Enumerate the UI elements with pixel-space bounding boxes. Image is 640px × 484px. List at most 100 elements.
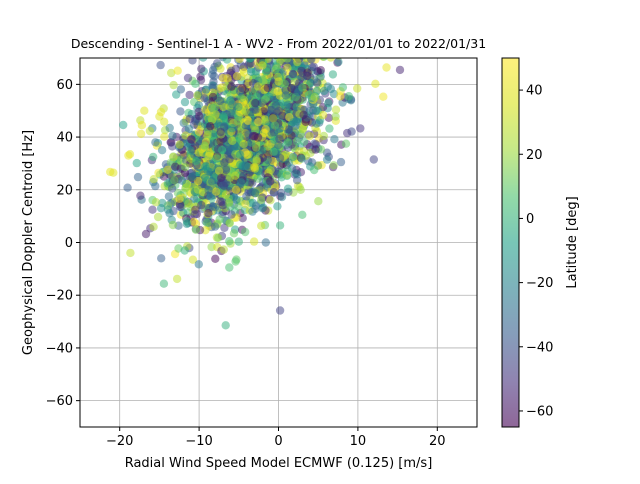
- scatter-point: [193, 185, 202, 194]
- scatter-point: [269, 147, 278, 156]
- scatter-point: [220, 158, 229, 167]
- scatter-point: [318, 110, 328, 120]
- scatter-point: [209, 139, 218, 148]
- scatter-point: [212, 187, 221, 196]
- scatter-point: [293, 58, 302, 67]
- scatter-point: [241, 227, 250, 237]
- y-tick-label: −60: [46, 394, 73, 409]
- scatter-point: [198, 58, 208, 62]
- y-tick-label: 0: [65, 236, 73, 251]
- scatter-point: [217, 145, 227, 155]
- scatter-point: [320, 86, 329, 96]
- scatter-point: [221, 190, 231, 199]
- scatter-point: [282, 58, 292, 63]
- colorbar-tick-label: 20: [526, 148, 543, 163]
- scatter-point: [225, 173, 235, 182]
- scatter-point: [253, 82, 263, 91]
- scatter-point: [275, 134, 284, 144]
- scatter-point: [243, 116, 253, 126]
- scatter-point: [151, 198, 161, 207]
- scatter-point: [210, 222, 220, 231]
- scatter-point: [309, 75, 319, 84]
- scatter-point: [229, 229, 239, 238]
- scatter-point: [151, 138, 160, 147]
- scatter-point: [194, 127, 204, 137]
- scatter-point: [319, 131, 328, 141]
- scatter-point: [328, 70, 338, 79]
- scatter-point: [278, 111, 287, 120]
- scatter-point: [189, 217, 199, 226]
- scatter-point: [206, 122, 215, 131]
- scatter-point: [190, 194, 199, 203]
- x-axis-ticks: −20 −10 0 10 20: [106, 427, 446, 449]
- scatter-point: [193, 91, 202, 100]
- scatter-point: [239, 139, 248, 149]
- scatter-point: [218, 198, 227, 207]
- scatter-point: [324, 98, 333, 108]
- scatter-point: [252, 155, 261, 164]
- scatter-point: [356, 124, 365, 133]
- scatter-point: [205, 149, 214, 158]
- scatter-point: [292, 176, 302, 185]
- scatter-point: [299, 137, 309, 146]
- scatter-point: [132, 158, 141, 168]
- colorbar: [502, 58, 519, 427]
- scatter-point: [263, 83, 272, 93]
- scatter-point: [153, 212, 163, 222]
- scatter-point: [191, 225, 201, 234]
- scatter-point: [177, 176, 187, 185]
- scatter-point: [211, 202, 220, 212]
- scatter-point: [302, 71, 312, 81]
- scatter-point: [183, 73, 193, 83]
- scatter-point: [319, 58, 324, 59]
- scatter-point: [241, 161, 250, 170]
- scatter-point: [261, 238, 270, 247]
- scatter-point: [175, 140, 184, 149]
- scatter-point: [204, 185, 213, 195]
- scatter-point: [280, 58, 285, 59]
- scatter-point: [299, 110, 308, 120]
- scatter-point: [165, 209, 174, 218]
- scatter-point: [310, 165, 319, 175]
- scatter-point: [236, 87, 245, 96]
- scatter-point: [167, 184, 177, 193]
- scatter-point: [289, 118, 298, 127]
- scatter-point: [292, 136, 302, 146]
- scatter-point: [154, 168, 163, 178]
- scatter-point: [207, 114, 216, 123]
- scatter-point: [276, 188, 286, 198]
- scatter-point: [237, 93, 246, 103]
- scatter-point: [254, 117, 263, 127]
- scatter-point: [181, 163, 190, 172]
- scatter-point: [329, 161, 338, 170]
- scatter-point: [202, 218, 212, 227]
- colorbar-tick-label: −60: [526, 404, 553, 419]
- scatter-point: [194, 148, 203, 157]
- x-axis-label: Radial Wind Speed Model ECMWF (0.125) [m…: [125, 456, 433, 471]
- scatter-point: [395, 65, 405, 75]
- y-tick-label: 20: [56, 183, 73, 198]
- scatter-point: [182, 219, 191, 229]
- scatter-point: [217, 173, 226, 183]
- scatter-point: [336, 92, 345, 101]
- scatter-point: [223, 74, 232, 83]
- colorbar-tick-label: 0: [526, 212, 534, 227]
- scatter-point: [175, 202, 185, 212]
- scatter-point: [285, 125, 294, 134]
- scatter-point: [136, 191, 145, 200]
- scatter-point: [168, 220, 178, 230]
- scatter-point: [271, 101, 281, 111]
- scatter-point: [241, 199, 250, 208]
- scatter-point: [149, 222, 158, 231]
- y-tick-label: −20: [46, 289, 73, 304]
- scatter-point: [293, 170, 302, 179]
- scatter-point: [136, 129, 146, 139]
- scatter-point: [179, 118, 188, 128]
- scatter-point: [191, 157, 201, 166]
- scatter-point: [160, 132, 169, 141]
- scatter-point: [204, 209, 213, 218]
- scatter-point: [160, 117, 169, 127]
- colorbar-tick-label: −40: [526, 340, 553, 355]
- scatter-point: [158, 198, 167, 208]
